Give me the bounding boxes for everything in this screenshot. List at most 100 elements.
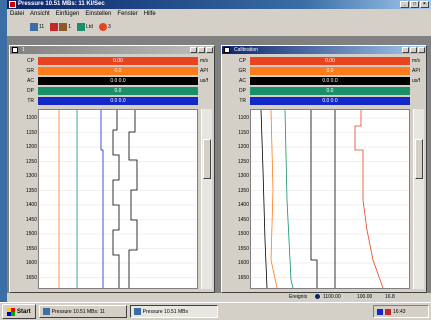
menu-einstellen[interactable]: Einstellen	[85, 11, 112, 17]
track-unit: us/f	[200, 78, 209, 84]
scroll-thumb[interactable]	[203, 139, 211, 179]
depth-label: 1100	[26, 115, 37, 121]
track-header: CP 0.00 m/s GR 0.0 API AC 0.0 0.0 us/f DP 0.0 TR 0.0…	[222, 55, 426, 107]
child-maximize-button[interactable]	[198, 47, 205, 53]
log-window-calibration[interactable]: Calibration CP 0.00 m/s GR 0.0 API AC 0.0 0.0 us…	[221, 45, 427, 293]
menu-datei[interactable]: Datei	[10, 11, 25, 17]
status-page: 16.8	[385, 294, 395, 300]
track-label: AC	[239, 78, 246, 84]
depth-label: 1450	[237, 216, 249, 223]
track-label: CP	[239, 58, 246, 64]
depth-label: 1500	[25, 231, 37, 237]
blue-curve	[100, 110, 104, 288]
menu-bar: Datei Ansicht Einfügen Einstellen Fenste…	[7, 10, 431, 19]
main-window: Pressure 10.51 MBs: 11 Kl/Sec _ □ × Date…	[7, 0, 431, 302]
start-button[interactable]: Start	[2, 304, 36, 319]
menu-ansicht[interactable]: Ansicht	[30, 11, 50, 17]
print-icon	[98, 23, 107, 31]
track-unit: m/s	[200, 58, 209, 64]
scroll-thumb[interactable]	[415, 139, 423, 179]
app-icon	[42, 308, 50, 315]
track-label: GR	[238, 68, 247, 74]
child-close-button[interactable]	[206, 47, 213, 53]
windows-flag-icon	[7, 307, 15, 316]
menu-fenster[interactable]: Fenster	[117, 11, 138, 17]
red-curve	[354, 110, 384, 288]
depth-label: 1200	[25, 144, 37, 150]
track-value: 0.0	[326, 88, 334, 94]
child-title: 1	[22, 47, 25, 53]
track-label: GR	[26, 68, 35, 74]
status-value-1: 1100.00	[323, 294, 341, 300]
taskbar-item-2[interactable]: Pressure 10.51 MBs	[129, 305, 218, 318]
toolbar-color-label: 1	[68, 24, 71, 30]
track-label: DP	[27, 88, 34, 94]
toolbar-chart-button[interactable]: Ltd	[76, 22, 94, 33]
toolbar-grid-label: 11	[39, 24, 45, 30]
track-label: AC	[27, 78, 34, 84]
menu-hilfe[interactable]: Hilfe	[143, 11, 156, 17]
menu-einfuegen[interactable]: Einfügen	[55, 11, 80, 17]
child-minimize-button[interactable]	[190, 47, 197, 53]
track-header-row: AC 0.0 0.0 us/f	[27, 77, 208, 85]
track-unit: API	[412, 68, 421, 74]
black-curve-2	[128, 110, 138, 288]
volume-icon[interactable]	[385, 308, 391, 315]
log-curves	[39, 110, 197, 288]
track-header-row: DP 0.0	[239, 87, 410, 95]
vertical-scrollbar[interactable]	[413, 109, 424, 289]
document-icon	[12, 47, 18, 53]
log-plot	[38, 109, 198, 289]
depth-label: 1400	[237, 202, 249, 208]
track-label: DP	[239, 88, 246, 94]
log-window-1[interactable]: 1 CP 0.00 m/s GR 0.0 API AC 0.0 0.0 us/f DP 0.0 TR 0…	[9, 45, 215, 293]
depth-label: 1550	[25, 245, 37, 252]
child-close-button[interactable]	[418, 47, 425, 53]
depth-label: 1350	[25, 187, 37, 194]
track-header-row: GR 0.0 API	[27, 67, 208, 75]
palette-icon	[59, 23, 68, 31]
child-minimize-button[interactable]	[402, 47, 409, 53]
track-header-row: AC 0.0 0.0 us/f	[239, 77, 420, 85]
title-bar: Pressure 10.51 MBs: 11 Kl/Sec _ □ ×	[7, 0, 431, 9]
toolbar-print-button[interactable]: 3	[98, 22, 112, 33]
mdi-workspace: 1 CP 0.00 m/s GR 0.0 API AC 0.0 0.0 us/f DP 0.0 TR 0…	[7, 36, 431, 293]
track-value: 0.0 0.0	[110, 98, 126, 104]
toolbar: 11 1 Ltd 3	[7, 20, 431, 34]
depth-label: 1300	[237, 173, 249, 179]
minimize-button[interactable]: _	[400, 1, 409, 8]
toolbar-print-label: 3	[107, 24, 111, 30]
status-value-2: 100.00	[357, 294, 373, 300]
track-label: CP	[27, 58, 34, 64]
track-value: 0.0 0.0	[110, 78, 126, 84]
child-title: Calibration	[234, 47, 258, 53]
track-label: TR	[27, 98, 34, 104]
track-value: 0.0 0.0	[322, 98, 338, 104]
black-curve	[260, 110, 268, 288]
depth-label: 1250	[237, 158, 249, 165]
status-dot-icon	[315, 294, 320, 299]
track-value: 0.00	[113, 58, 123, 64]
toolbar-grid-button[interactable]: 11	[29, 22, 45, 33]
orange-curve	[270, 110, 278, 288]
taskbar-item-1[interactable]: Pressure 10.51 MBs: 11	[38, 305, 127, 318]
track-header-row: GR 0.0 API	[239, 67, 420, 75]
log-plot	[250, 109, 410, 289]
vertical-scrollbar[interactable]	[201, 109, 212, 289]
close-button[interactable]: ×	[420, 1, 429, 8]
log-curves	[251, 110, 409, 288]
child-maximize-button[interactable]	[410, 47, 417, 53]
maximize-button[interactable]: □	[410, 1, 419, 8]
clock: 16:43	[393, 308, 406, 315]
chart-icon	[76, 23, 85, 31]
depth-label: 1500	[237, 231, 249, 237]
app-icon	[9, 1, 16, 8]
track-header-row: DP 0.0	[27, 87, 198, 95]
depth-label: 1300	[25, 173, 37, 179]
toolbar-color-button[interactable]: 1	[49, 22, 72, 33]
depth-label: 1650	[25, 274, 37, 281]
track-value: 0.0	[114, 88, 122, 94]
network-icon[interactable]	[377, 308, 383, 315]
track-unit: API	[200, 68, 209, 74]
depth-label: 1550	[237, 245, 249, 252]
